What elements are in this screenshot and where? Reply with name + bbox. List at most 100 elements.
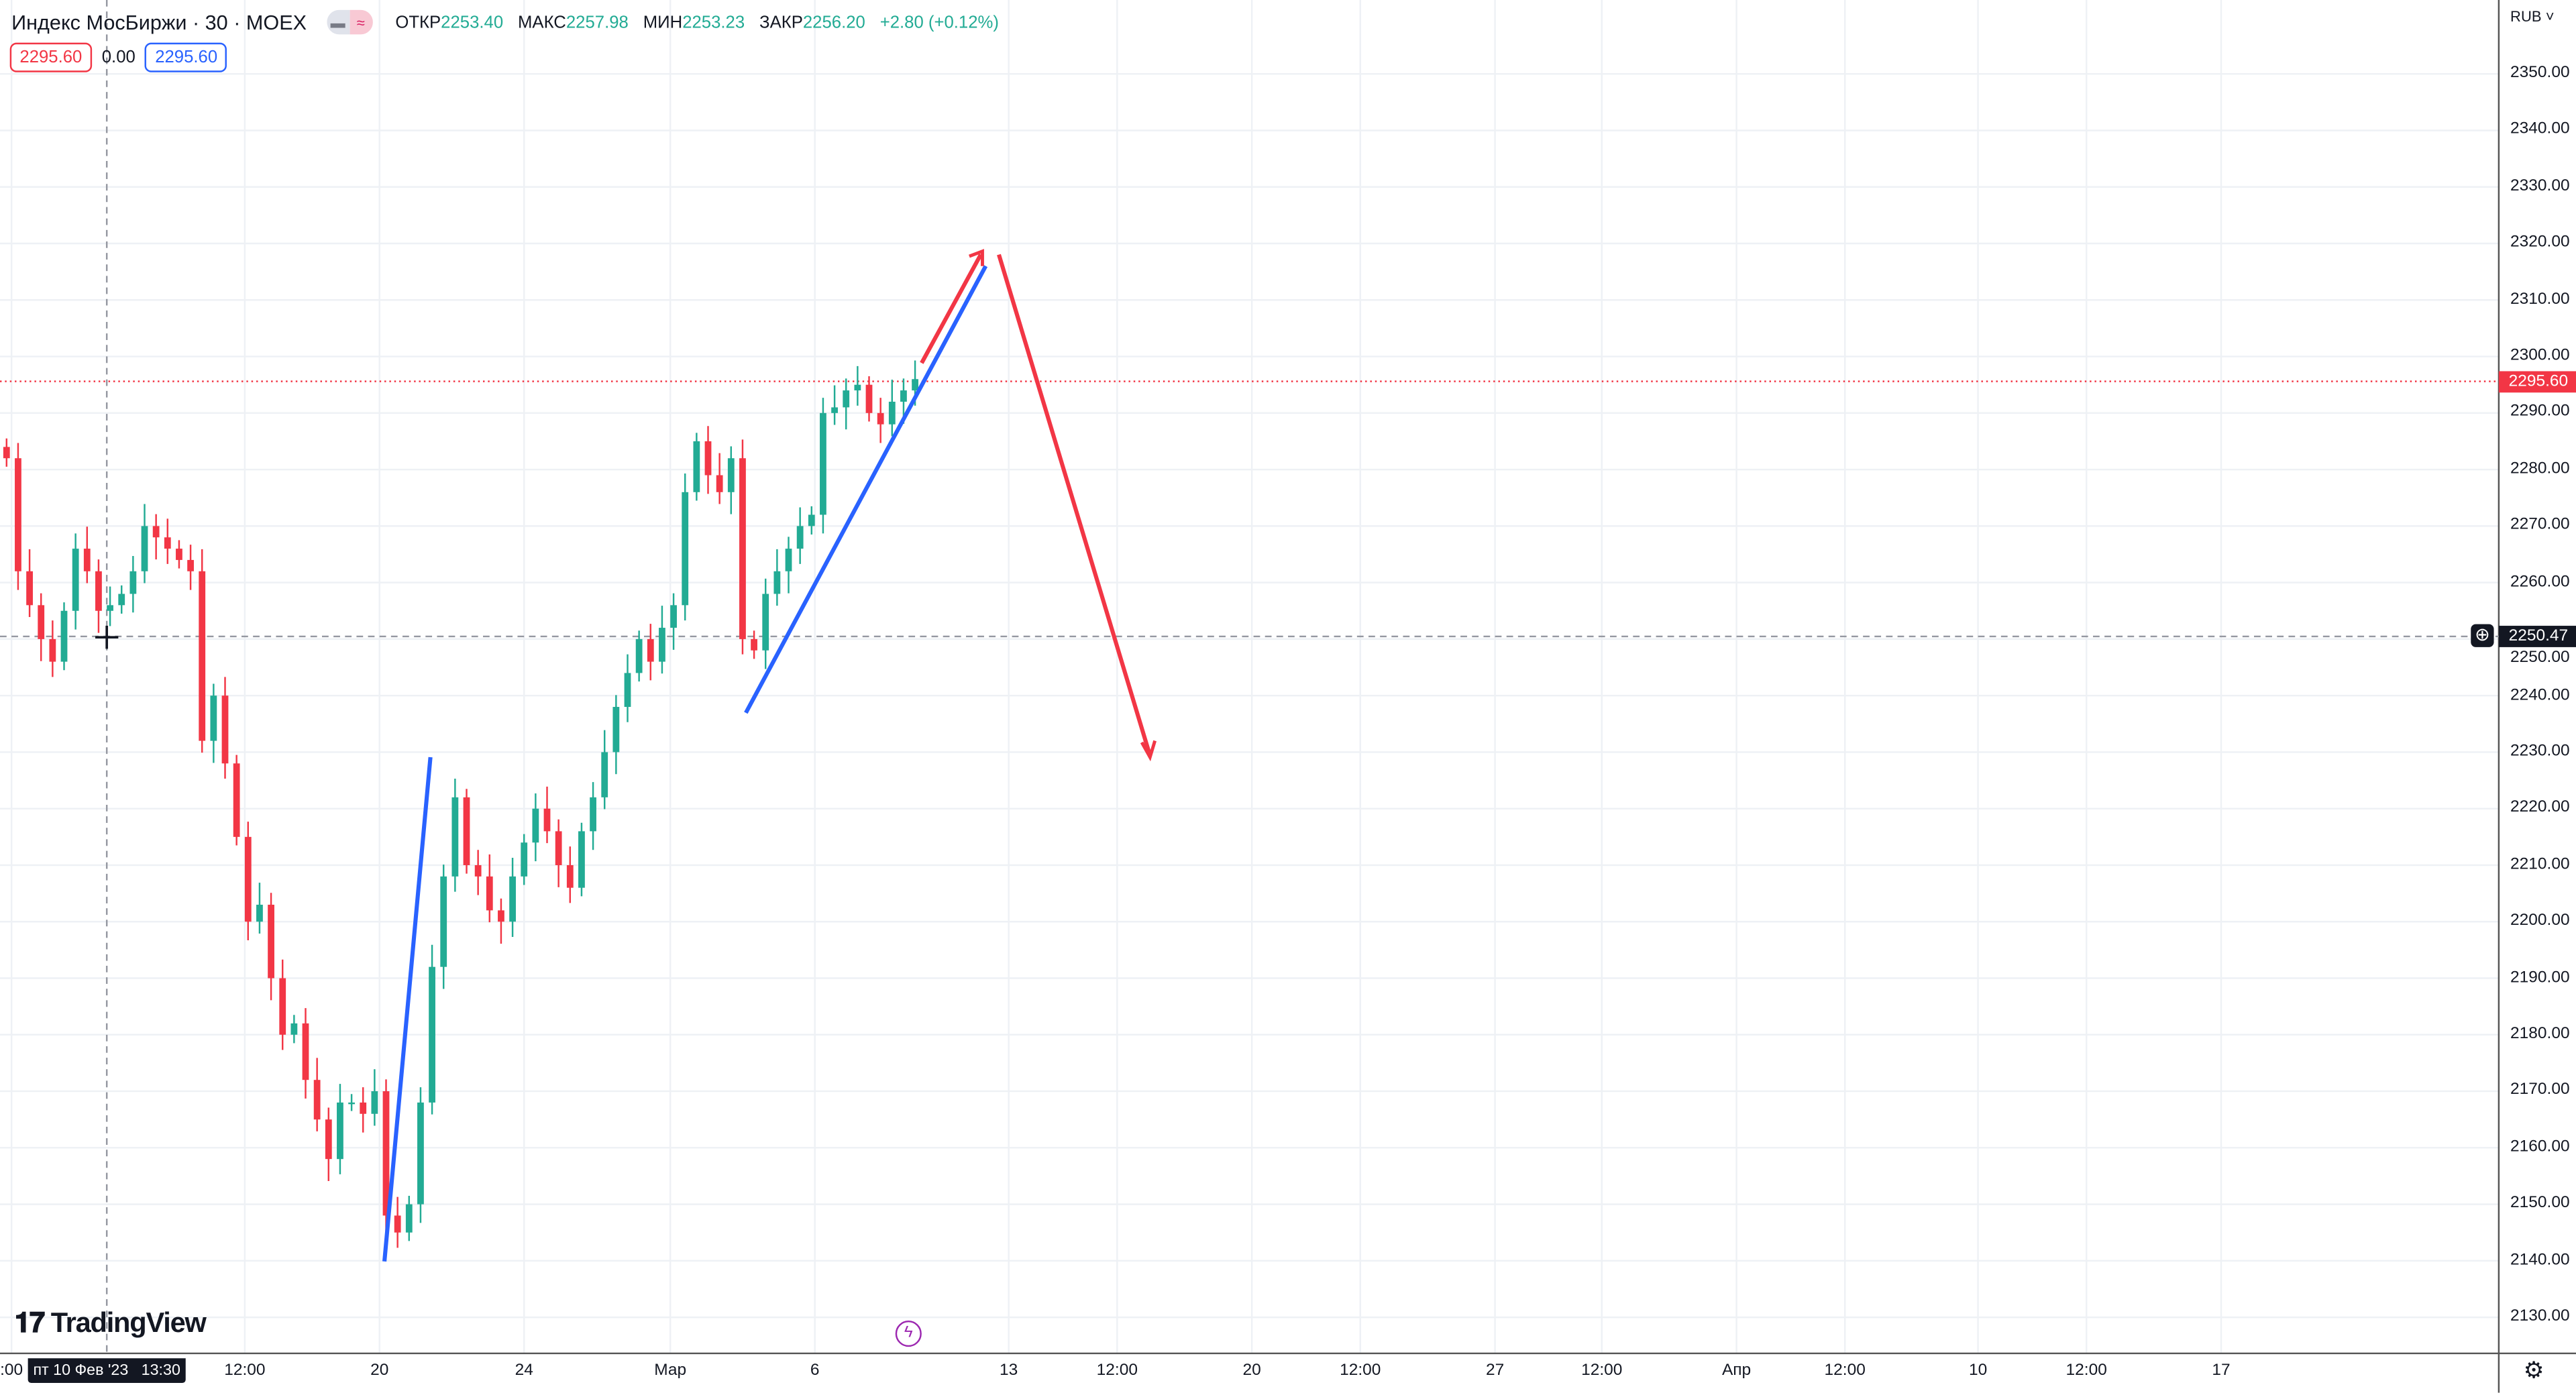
red-arrow-up-head xyxy=(969,249,984,266)
high-value: 2257.98 xyxy=(566,12,629,32)
candle-body xyxy=(659,628,665,662)
candle-body xyxy=(682,492,689,606)
candle-body xyxy=(221,695,229,764)
time-tick-label: 12:00 xyxy=(1096,1361,1138,1380)
price-tick-label: 2340.00 xyxy=(2510,120,2570,139)
price-tick-label: 2210.00 xyxy=(2510,855,2570,874)
candle-body xyxy=(302,1023,309,1080)
candle-body xyxy=(107,605,113,611)
settings-gear-icon[interactable]: ⚙ xyxy=(2523,1356,2544,1384)
candle-body xyxy=(256,904,263,922)
candle-body xyxy=(647,638,654,662)
candle-body xyxy=(279,978,286,1035)
candle-body xyxy=(785,549,792,571)
time-tick-label: 12:00 xyxy=(1340,1361,1381,1380)
time-tick-label: :00 xyxy=(0,1361,23,1380)
price-tick-label: 2260.00 xyxy=(2510,572,2570,591)
candle-body xyxy=(405,1204,413,1233)
candle-body xyxy=(854,384,861,391)
price-tick-label: 2320.00 xyxy=(2510,233,2570,252)
last-price-label: 2295.60 xyxy=(2498,371,2576,393)
currency-selector[interactable]: RUB ˅ xyxy=(2510,7,2555,26)
candle-body xyxy=(199,571,206,741)
price-tick-label: 2290.00 xyxy=(2510,403,2570,422)
candle-body xyxy=(72,549,79,611)
candle-body xyxy=(509,876,516,922)
brand-label: TradingView xyxy=(50,1307,207,1339)
trade-buttons: 2295.60 0.00 2295.60 xyxy=(9,42,227,72)
candle-body xyxy=(394,1215,401,1233)
buy-button[interactable]: 2295.60 xyxy=(145,42,227,72)
time-tick-label: 20 xyxy=(1242,1361,1261,1380)
symbol-legend: Индекс МосБиржи · 30 · MOEX ▬ ≈ ОТКР 2253… xyxy=(11,9,1009,35)
chevron-down-icon: ˅ xyxy=(2545,8,2555,25)
legend-toggle[interactable]: ▬ ≈ xyxy=(326,9,373,35)
candle-body xyxy=(716,475,723,492)
time-tick-label: 12:00 xyxy=(1824,1361,1866,1380)
candle-body xyxy=(210,695,217,741)
candle-body xyxy=(3,447,10,459)
candle-body xyxy=(244,836,252,922)
price-tick-label: 2280.00 xyxy=(2510,459,2570,478)
candle-body xyxy=(612,707,620,752)
change-value: +2.80 (+0.12%) xyxy=(879,12,999,32)
blue-trendline-1 xyxy=(382,757,433,1262)
price-tick-label: 2300.00 xyxy=(2510,346,2570,365)
candle-body xyxy=(417,1102,424,1205)
price-tick-label: 2130.00 xyxy=(2510,1307,2570,1326)
candle-body xyxy=(325,1119,332,1160)
candle-body xyxy=(268,904,274,979)
candle-body xyxy=(670,605,677,628)
candle-body xyxy=(590,797,596,832)
lightning-event-icon[interactable]: ϟ xyxy=(895,1320,922,1347)
candle-body xyxy=(152,526,160,538)
candle-body xyxy=(371,1091,378,1114)
candle-body xyxy=(635,638,643,673)
symbol-title[interactable]: Индекс МосБиржи · 30 · MOEX xyxy=(11,10,307,34)
candle-body xyxy=(233,763,240,837)
time-tick-label: 17 xyxy=(2212,1361,2231,1380)
sell-button[interactable]: 2295.60 xyxy=(9,42,93,72)
price-tick-label: 2200.00 xyxy=(2510,911,2570,930)
add-plus-icon[interactable]: ⊕ xyxy=(2471,624,2494,647)
candle-body xyxy=(440,876,447,967)
low-value: 2253.23 xyxy=(682,12,745,32)
candle-body xyxy=(739,458,746,639)
candle-body xyxy=(900,390,907,402)
price-tick-label: 2270.00 xyxy=(2510,516,2570,535)
candle-body xyxy=(808,514,815,526)
candle-body xyxy=(843,390,850,408)
candle-body xyxy=(888,401,896,425)
minus-icon[interactable]: ▬ xyxy=(326,9,350,35)
candle-body xyxy=(486,876,493,911)
open-label: ОТКР xyxy=(395,12,441,32)
blue-trendline-2 xyxy=(744,265,988,714)
tv-logo-icon: 𝟏𝟕 xyxy=(15,1307,45,1339)
time-tick-label: 6 xyxy=(810,1361,820,1380)
candle-body xyxy=(463,797,470,865)
candle-body xyxy=(337,1102,343,1160)
time-tick-label: 13 xyxy=(1000,1361,1018,1380)
candle-body xyxy=(187,559,194,571)
price-tick-label: 2180.00 xyxy=(2510,1025,2570,1044)
candle-body xyxy=(348,1102,355,1105)
candle-body xyxy=(912,379,918,391)
compare-icon[interactable]: ≈ xyxy=(349,9,373,35)
candle-body xyxy=(532,808,539,843)
candle-body xyxy=(498,910,504,922)
candle-body xyxy=(118,594,125,606)
candle-body xyxy=(141,526,148,571)
tradingview-logo[interactable]: 𝟏𝟕 TradingView xyxy=(15,1307,207,1340)
time-tick-label: 12:00 xyxy=(1581,1361,1623,1380)
candle-body xyxy=(566,864,574,888)
red-arrow-up xyxy=(920,254,983,364)
candle-body xyxy=(164,537,171,549)
crosshair-cursor-icon xyxy=(95,626,119,649)
candle-body xyxy=(601,752,608,797)
price-tick-label: 2230.00 xyxy=(2510,742,2570,761)
candle-body xyxy=(762,594,769,651)
candle-body xyxy=(751,638,757,651)
candle-body xyxy=(877,412,884,425)
